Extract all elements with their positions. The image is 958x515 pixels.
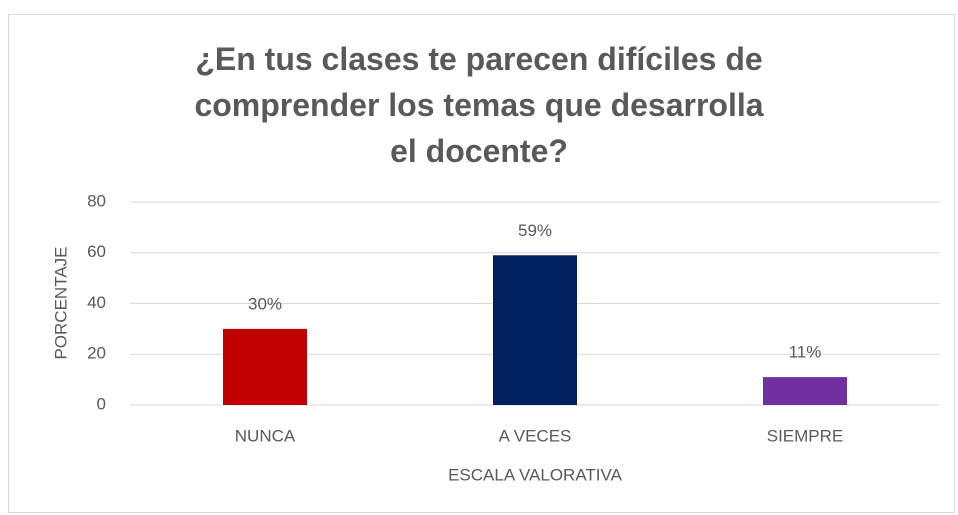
data-label: 59% [518,221,552,240]
bar [763,377,847,405]
y-tick-label: 0 [97,394,106,413]
x-tick-label: NUNCA [235,426,296,445]
x-tick-label: SIEMPRE [767,426,844,445]
data-label: 11% [789,343,822,362]
y-tick-label: 20 [87,344,106,363]
x-axis-label: ESCALA VALORATIVA [448,465,623,484]
chart-border [8,14,955,513]
bar [493,255,577,405]
y-tick-label: 80 [87,191,106,210]
y-axis-label: PORCENTAJE [51,246,70,359]
data-label: 30% [248,294,282,313]
y-tick-label: 60 [87,242,106,261]
y-tick-label: 40 [87,293,106,312]
chart-title: ¿En tus clases te parecen difíciles de c… [194,41,764,169]
x-tick-label: A VECES [499,426,572,445]
bar [223,328,307,405]
